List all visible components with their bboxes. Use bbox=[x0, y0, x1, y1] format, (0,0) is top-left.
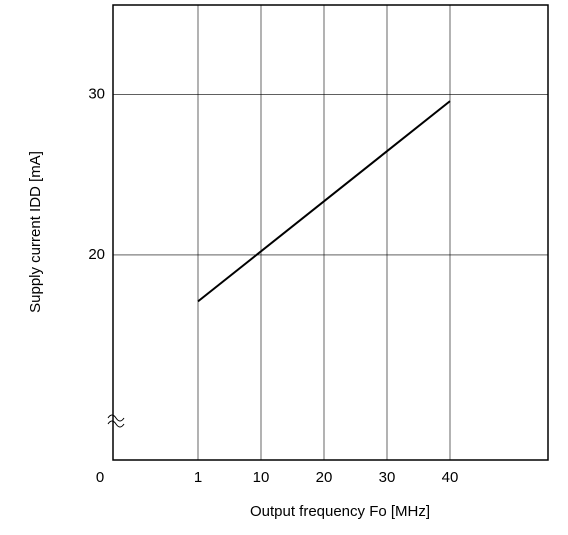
y-tick-label: 20 bbox=[88, 246, 105, 263]
plot-frame bbox=[112, 4, 549, 461]
x-tick-label: 0 bbox=[96, 469, 104, 486]
y-axis-label: Supply current IDD [mA] bbox=[27, 151, 44, 313]
axis-break bbox=[107, 414, 125, 428]
x-axis-label: Output frequency Fo [MHz] bbox=[250, 503, 430, 520]
x-tick-label: 1 bbox=[194, 469, 202, 486]
x-tick-label: 20 bbox=[316, 469, 333, 486]
x-tick-label: 40 bbox=[442, 469, 459, 486]
x-tick-label: 10 bbox=[253, 469, 270, 486]
y-tick-label: 30 bbox=[88, 86, 105, 103]
x-tick-label: 30 bbox=[379, 469, 396, 486]
data-line bbox=[197, 100, 451, 303]
